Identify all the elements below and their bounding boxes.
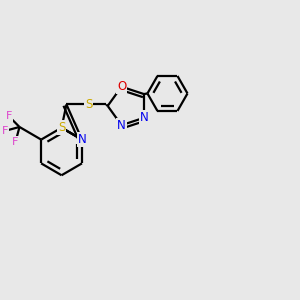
Text: F: F xyxy=(2,126,8,136)
Text: S: S xyxy=(58,121,65,134)
Text: N: N xyxy=(78,133,86,146)
Text: N: N xyxy=(117,119,126,132)
Text: F: F xyxy=(12,137,19,147)
Text: F: F xyxy=(5,111,12,121)
Text: S: S xyxy=(85,98,92,111)
Text: N: N xyxy=(140,111,148,124)
Text: O: O xyxy=(117,80,126,93)
